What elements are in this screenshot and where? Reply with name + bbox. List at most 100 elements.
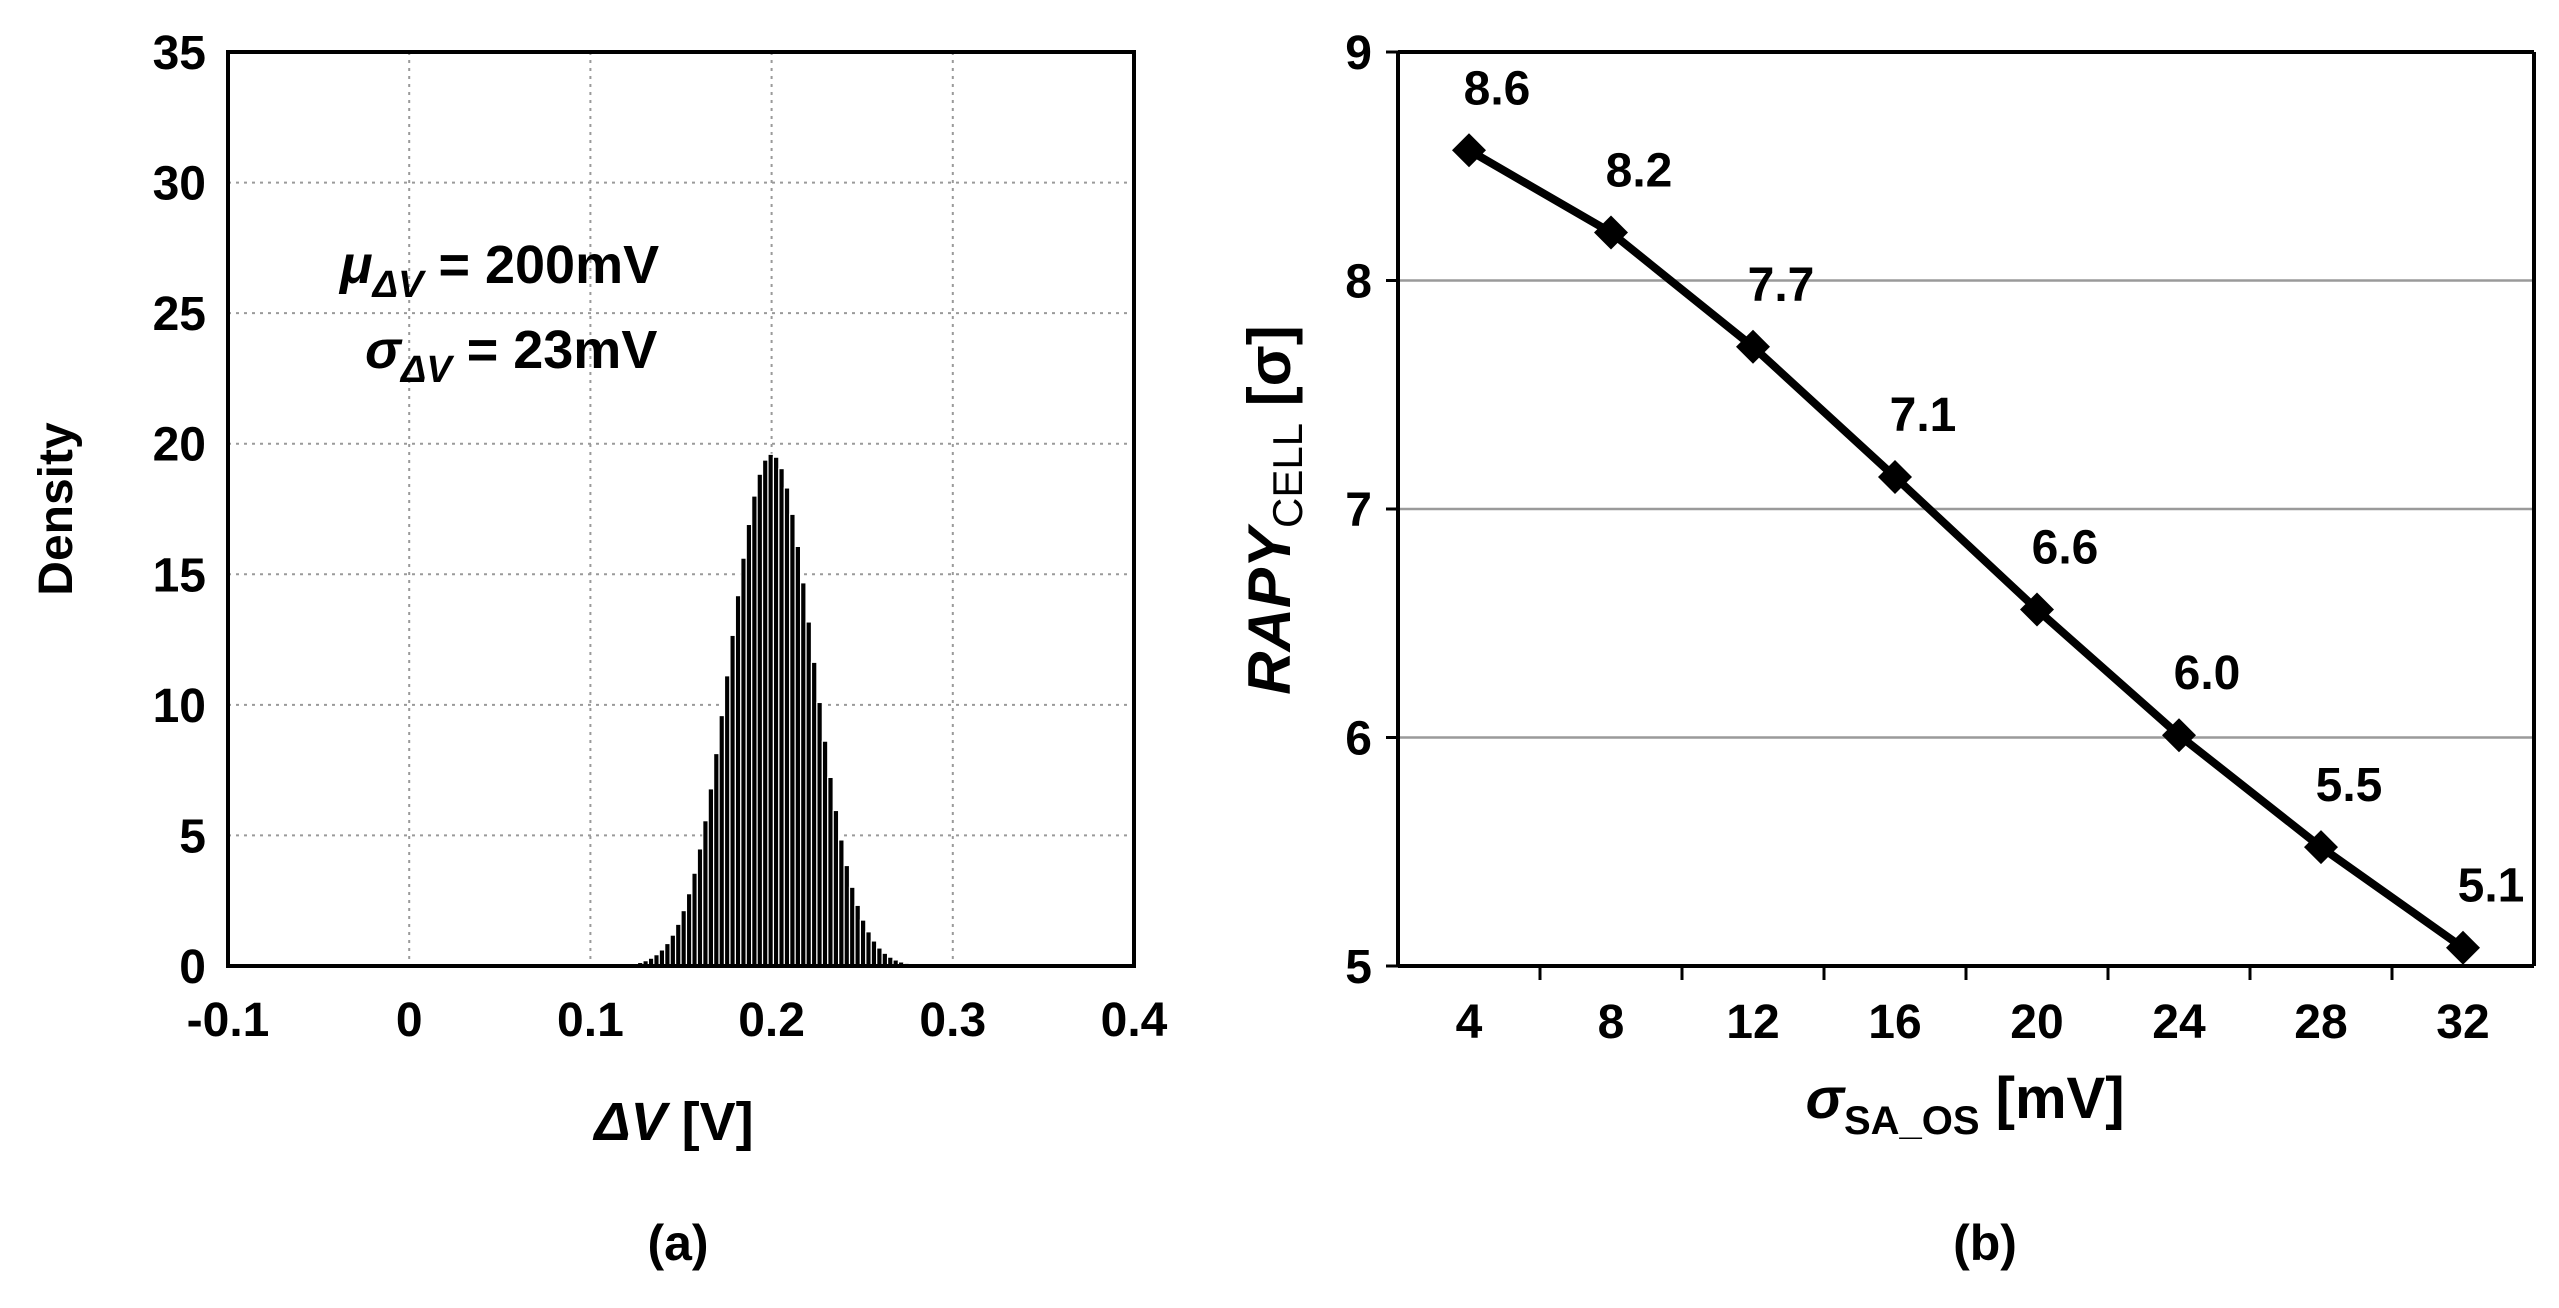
histogram-x-tick-label: 0.3 <box>919 994 986 1047</box>
delta-v-symbol: ΔV <box>592 1092 670 1152</box>
rapy-data-label: 8.6 <box>1464 62 1531 115</box>
histogram-bar <box>740 557 747 967</box>
histogram-x-tick-label: 0.2 <box>738 994 805 1047</box>
histogram-bar <box>658 949 666 967</box>
histogram-bar <box>761 459 769 967</box>
mu-subscript: ΔV <box>371 264 427 306</box>
histogram-bar <box>767 453 775 967</box>
rapy-point-marker <box>1594 215 1628 250</box>
histogram-x-axis-label: ΔV [V] <box>592 1092 753 1152</box>
line-chart-panel: 5 6 7 8 9 4 8 12 16 20 24 28 32 8.6 8.2 7.7 7.1 6.6 6.0 5… <box>1236 27 2536 1271</box>
histogram-bar <box>718 714 726 967</box>
rapy-data-label: 7.1 <box>1890 389 1957 442</box>
histogram-y-tick-label: 0 <box>179 941 206 994</box>
rapy-data-label: 5.5 <box>2316 759 2383 812</box>
histogram-bar <box>691 872 698 967</box>
histogram-bar <box>713 752 720 967</box>
line-chart-y-tick-label: 8 <box>1345 256 1372 309</box>
histogram-bar <box>810 661 818 967</box>
rapy-data-label: 6.0 <box>2174 647 2241 700</box>
histogram-bar <box>664 942 671 967</box>
histogram-bar <box>876 947 883 967</box>
histogram-bar <box>696 848 704 967</box>
line-chart-x-tick-label: 16 <box>1868 996 1921 1049</box>
sigma-x-symbol: σ <box>1805 1066 1846 1131</box>
histogram-bar <box>789 513 796 967</box>
line-chart-y-axis-label: RAPYCELL [σ] <box>1236 325 1311 694</box>
line-chart-x-tick-label: 32 <box>2436 996 2489 1049</box>
rapy-point-marker <box>2020 592 2054 627</box>
sa-os-subscript: SA_OS <box>1844 1099 1980 1143</box>
cell-subscript: CELL <box>1264 423 1311 528</box>
histogram-bar <box>816 701 823 967</box>
histogram-y-tick-labels: 0 5 10 15 20 25 30 35 <box>153 27 206 994</box>
histogram-bar <box>702 820 709 967</box>
histogram-y-tick-label: 30 <box>153 158 206 211</box>
rapy-point-marker <box>1878 460 1912 495</box>
line-chart-y-tick-label: 5 <box>1345 941 1372 994</box>
histogram-x-tick-label: -0.1 <box>187 994 270 1047</box>
histogram-y-tick-label: 20 <box>153 419 206 472</box>
histogram-bar <box>827 776 834 967</box>
histogram-bar <box>772 456 780 967</box>
line-chart-x-tick-label: 8 <box>1598 996 1625 1049</box>
rapy-line <box>1466 146 2466 951</box>
histogram-x-tick-label: 0.1 <box>557 994 624 1047</box>
histogram-bar <box>729 634 736 967</box>
histogram-bar <box>794 545 802 967</box>
sigma-value: = 23mV <box>452 320 658 380</box>
rapy-data-label: 6.6 <box>2032 522 2099 575</box>
histogram-bar <box>685 893 693 967</box>
mv-unit: [mV] <box>1980 1066 2125 1131</box>
line-chart-x-tick-label: 24 <box>2152 996 2206 1049</box>
histogram-bar <box>821 740 829 967</box>
histogram-bar <box>745 523 753 967</box>
histogram-bar <box>854 904 861 967</box>
histogram-bar <box>751 495 758 967</box>
histogram-y-tick-label: 35 <box>153 27 206 80</box>
histogram-bar <box>870 940 878 967</box>
histogram-y-tick-label: 25 <box>153 288 206 341</box>
histogram-bar <box>865 931 872 967</box>
rapy-point-marker <box>1452 133 1486 168</box>
rapy-data-label: 7.7 <box>1748 259 1815 312</box>
rapy-data-label: 8.2 <box>1606 145 1673 198</box>
rapy-label: RAPY <box>1236 523 1303 695</box>
histogram-bar <box>669 934 677 967</box>
line-chart-x-tick-label: 4 <box>1456 996 1483 1049</box>
histogram-bar <box>843 864 851 967</box>
histogram-y-tick-label: 15 <box>153 549 206 602</box>
mu-symbol: μ <box>338 235 373 295</box>
histogram-bar <box>734 595 742 967</box>
line-chart-x-tick-labels: 4 8 12 16 20 24 28 32 <box>1456 996 2490 1049</box>
histogram-bar <box>723 675 731 967</box>
line-chart-y-tick-label: 6 <box>1345 713 1372 766</box>
sigma-subscript: ΔV <box>399 349 455 391</box>
histogram-bar <box>680 909 688 967</box>
histogram-gridlines <box>228 52 1134 966</box>
line-chart-y-tick-label: 7 <box>1345 484 1372 537</box>
line-chart-x-tick-label: 28 <box>2294 996 2347 1049</box>
histogram-bar <box>859 919 867 967</box>
line-chart-x-tick-label: 12 <box>1726 996 1779 1049</box>
rapy-point-marker <box>1736 329 1770 364</box>
line-chart-x-axis-label: σSA_OS [mV] <box>1805 1066 2124 1143</box>
line-chart-y-tick-labels: 5 6 7 8 9 <box>1345 27 1372 994</box>
histogram-plot-frame <box>226 50 1136 968</box>
histogram-x-tick-label: 0.4 <box>1101 994 1168 1047</box>
histogram-y-axis-label: Density <box>30 422 83 596</box>
rapy-series <box>1452 133 2480 965</box>
histogram-bar <box>783 487 791 967</box>
histogram-bar <box>848 886 856 967</box>
line-chart-x-tick-label: 20 <box>2010 996 2063 1049</box>
mean-annotation: μΔV = 200mV <box>338 235 659 306</box>
histogram-bar <box>674 923 682 967</box>
line-chart-y-tick-label: 9 <box>1345 27 1372 80</box>
panel-b-label: (b) <box>1953 1215 2017 1271</box>
histogram-bars <box>626 453 916 967</box>
x-unit: [V] <box>667 1092 754 1152</box>
rapy-point-marker <box>2446 930 2480 965</box>
rapy-data-labels: 8.6 8.2 7.7 7.1 6.6 6.0 5.5 5.1 <box>1464 62 2525 912</box>
